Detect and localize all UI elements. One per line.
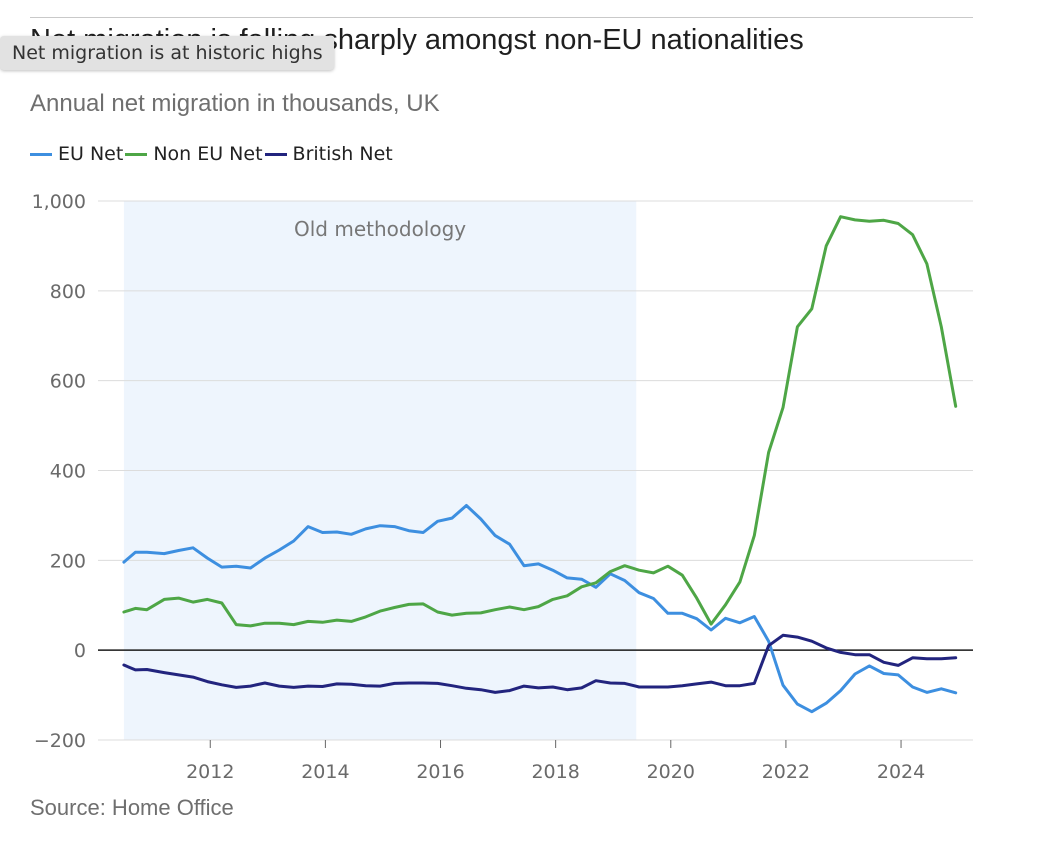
y-tick-label: 200: [50, 550, 86, 572]
legend-item-eu[interactable]: EU Net: [30, 143, 123, 165]
y-tick-label: 600: [50, 371, 86, 393]
legend: EU Net Non EU Net British Net: [30, 143, 393, 165]
legend-swatch-non-eu: [125, 152, 148, 156]
british-net-line: [122, 633, 958, 694]
legend-item-non-eu[interactable]: Non EU Net: [125, 143, 263, 165]
x-tick-label: 2012: [186, 761, 234, 783]
y-tick-label: 0: [74, 640, 86, 662]
x-tick-label: 2024: [877, 761, 925, 783]
x-tick-label: 2022: [762, 761, 810, 783]
old-methodology-label: Old methodology: [294, 217, 466, 241]
y-tick-label: 400: [50, 461, 86, 483]
non-eu-net-line: [122, 215, 958, 628]
top-rule: [30, 17, 973, 18]
legend-label-eu: EU Net: [58, 143, 124, 165]
eu-net-line: [122, 504, 958, 714]
y-tick-label: 1,000: [32, 191, 86, 213]
legend-swatch-eu: [30, 152, 52, 156]
hover-tooltip: Net migration is at historic highs: [0, 36, 334, 70]
legend-item-british[interactable]: British Net: [264, 143, 393, 165]
legend-label-non-eu: Non EU Net: [153, 143, 263, 165]
y-tick-label: −200: [34, 730, 86, 752]
x-tick-label: 2016: [416, 761, 464, 783]
x-tick-label: 2014: [301, 761, 349, 783]
chart-subtitle: Annual net migration in thousands, UK: [30, 90, 440, 117]
legend-swatch-british: [264, 152, 287, 156]
source-note: Source: Home Office: [30, 795, 234, 820]
legend-label-british: British Net: [292, 143, 393, 165]
x-tick-label: 2020: [647, 761, 695, 783]
x-tick-label: 2018: [531, 761, 579, 783]
y-tick-label: 800: [50, 281, 86, 303]
